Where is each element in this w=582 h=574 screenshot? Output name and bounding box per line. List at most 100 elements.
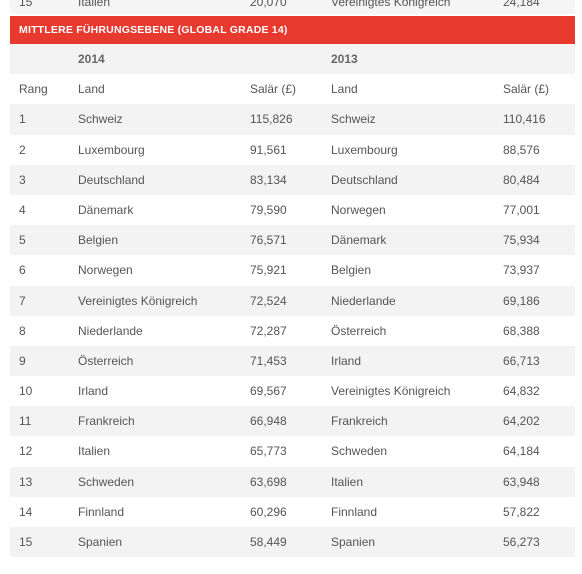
cell-land-2013: Vereinigtes Königreich [331, 384, 451, 399]
table-row: 15 Spanien 58,449 Spanien 56,273 [10, 527, 575, 558]
cell-land-2014: Italien [78, 444, 111, 459]
cell-land-2014: Frankreich [78, 414, 135, 429]
cell-land-2014: Österreich [78, 353, 134, 368]
section-banner: MITTLERE FÜHRUNGSEBENE (GLOBAL GRADE 14) [10, 16, 575, 44]
cell-land-2014: Belgien [78, 233, 119, 248]
cell-land-2014: Finnland [78, 504, 125, 519]
header-salary-2014: Salär (£) [250, 82, 297, 97]
cell-salary-2013: 63,948 [503, 474, 540, 489]
cell-salary-2014: 76,571 [250, 233, 287, 248]
cell-rang: 7 [19, 293, 26, 308]
cell-rang: 3 [19, 172, 26, 187]
table-row: 12 Italien 65,773 Schweden 64,184 [10, 436, 575, 467]
table-row: 11 Frankreich 66,948 Frankreich 64,202 [10, 406, 575, 437]
table-row: 3 Deutschland 83,134 Deutschland 80,484 [10, 164, 575, 195]
cell-land-2014: Norwegen [78, 263, 133, 278]
partial-land-2014: Italien [78, 0, 111, 9]
year-2013: 2013 [331, 52, 358, 66]
cell-salary-2013: 110,416 [503, 112, 546, 127]
cell-land-2013: Dänemark [331, 233, 387, 248]
cell-land-2013: Spanien [331, 535, 376, 549]
cell-land-2014: Schweden [78, 474, 135, 489]
cell-land-2014: Spanien [78, 535, 123, 549]
column-header-row: Rang Land Salär (£) Land Salär (£) [10, 74, 575, 105]
table-row: 4 Dänemark 79,590 Norwegen 77,001 [10, 194, 575, 226]
cell-rang: 11 [19, 414, 32, 429]
cell-rang: 8 [19, 323, 26, 338]
cell-land-2014: Deutschland [78, 172, 145, 187]
cell-land-2013: Deutschland [331, 172, 398, 187]
cell-rang: 2 [19, 142, 26, 157]
cell-rang: 1 [19, 112, 26, 127]
year-header-row: 2014 2013 [10, 44, 575, 75]
cell-salary-2013: 57,822 [503, 504, 540, 519]
cell-land-2013: Norwegen [331, 202, 386, 217]
cell-salary-2014: 115,826 [250, 112, 293, 127]
cell-salary-2013: 66,713 [503, 353, 540, 368]
cell-salary-2014: 63,698 [250, 474, 287, 489]
year-2014: 2014 [78, 52, 105, 66]
partial-top-row: 15 Italien 20,070 Vereinigtes Königreich… [10, 0, 575, 14]
cell-rang: 10 [19, 384, 33, 399]
table-row: 8 Niederlande 72,287 Österreich 68,388 [10, 315, 575, 346]
cell-land-2013: Belgien [331, 263, 372, 278]
cell-salary-2014: 72,287 [250, 323, 287, 338]
cell-rang: 6 [19, 263, 26, 278]
cell-land-2013: Niederlande [331, 293, 396, 308]
table-row: 7 Vereinigtes Königreich 72,524 Niederlande… [10, 285, 575, 316]
cell-land-2014: Schweiz [78, 112, 123, 127]
cell-salary-2014: 75,921 [250, 263, 287, 278]
cell-rang: 15 [19, 535, 33, 549]
cell-land-2014: Niederlande [78, 323, 143, 338]
cell-land-2014: Vereinigtes Königreich [78, 293, 198, 308]
cell-salary-2014: 79,590 [250, 202, 287, 217]
cell-salary-2014: 69,567 [250, 384, 287, 399]
cell-rang: 12 [19, 444, 33, 459]
cell-salary-2013: 80,484 [503, 172, 540, 187]
table-row: 1 Schweiz 115,826 Schweiz 110,416 [10, 104, 575, 135]
table-row: 9 Österreich 71,453 Irland 66,713 [10, 345, 575, 377]
table-body: 1 Schweiz 115,826 Schweiz 110,416 2 Luxembourg… [10, 104, 575, 558]
cell-rang: 9 [19, 353, 26, 368]
cell-land-2013: Frankreich [331, 414, 388, 429]
partial-land-2013: Vereinigtes Königreich [331, 0, 451, 9]
cell-salary-2013: 75,934 [503, 233, 540, 248]
cell-salary-2014: 72,524 [250, 293, 287, 308]
cell-rang: 5 [19, 233, 26, 248]
header-salary-2013: Salär (£) [503, 82, 550, 97]
table-row: 10 Irland 69,567 Vereinigtes Königreich 64,8… [10, 376, 575, 407]
cell-salary-2014: 60,296 [250, 504, 287, 519]
partial-salary-2013: 24,184 [503, 0, 540, 9]
table-row: 14 Finnland 60,296 Finnland 57,822 [10, 496, 575, 527]
header-land-2014: Land [78, 82, 105, 97]
cell-salary-2014: 65,773 [250, 444, 287, 459]
cell-salary-2013: 77,001 [503, 202, 540, 217]
header-land-2013: Land [331, 82, 358, 97]
cell-land-2013: Irland [331, 353, 362, 368]
cell-land-2013: Schweiz [331, 112, 376, 127]
cell-salary-2014: 91,561 [250, 142, 287, 157]
cell-land-2014: Dänemark [78, 202, 134, 217]
table-row: 2 Luxembourg 91,561 Luxembourg 88,576 [10, 134, 575, 165]
table-row: 13 Schweden 63,698 Italien 63,948 [10, 466, 575, 497]
cell-salary-2013: 68,388 [503, 323, 540, 338]
cell-land-2013: Schweden [331, 444, 388, 459]
cell-salary-2013: 73,937 [503, 263, 540, 278]
cell-land-2014: Luxembourg [78, 142, 145, 157]
cell-salary-2013: 64,184 [503, 444, 540, 459]
cell-land-2013: Finnland [331, 504, 378, 519]
cell-salary-2014: 58,449 [250, 535, 287, 549]
cell-land-2013: Österreich [331, 323, 387, 338]
cell-land-2014: Irland [78, 384, 109, 399]
table-row: 5 Belgien 76,571 Dänemark 75,934 [10, 225, 575, 256]
cell-rang: 13 [19, 474, 33, 489]
cell-land-2013: Luxembourg [331, 142, 398, 157]
salary-table: 15 Italien 20,070 Vereinigtes Königreich… [10, 0, 575, 558]
header-rang: Rang [19, 82, 48, 97]
cell-salary-2014: 66,948 [250, 414, 287, 429]
cell-salary-2013: 64,202 [503, 414, 540, 429]
cell-salary-2014: 71,453 [250, 353, 287, 368]
cell-rang: 4 [19, 202, 26, 217]
cell-rang: 14 [19, 504, 33, 519]
table-row: 6 Norwegen 75,921 Belgien 73,937 [10, 255, 575, 286]
